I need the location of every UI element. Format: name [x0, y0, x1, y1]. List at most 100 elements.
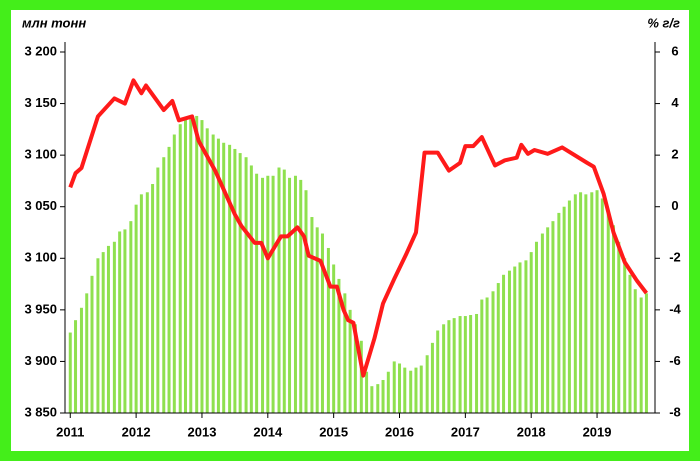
bar	[567, 200, 571, 413]
bar	[623, 258, 627, 413]
x-tick-label: 2012	[122, 424, 151, 439]
bar	[172, 134, 176, 413]
bar	[156, 167, 160, 413]
bar	[238, 153, 242, 413]
bar	[573, 194, 577, 413]
y-tick-label: 3 100	[24, 147, 57, 162]
bar	[320, 233, 324, 413]
y2-tick-label: -2	[669, 250, 681, 265]
bar	[106, 245, 110, 413]
bar	[299, 179, 303, 413]
bar	[343, 293, 347, 413]
bar	[118, 231, 122, 413]
bar	[370, 386, 374, 413]
bar	[167, 146, 171, 414]
bar	[414, 367, 418, 413]
bar	[409, 370, 413, 413]
bar	[644, 293, 648, 413]
y-axis-label: млн тонн	[22, 15, 86, 30]
y2-tick-label: 6	[671, 43, 678, 58]
bar	[282, 169, 286, 413]
y-tick-label: 3 100	[24, 250, 57, 265]
bar	[101, 252, 105, 413]
y-tick-label: 3 850	[24, 404, 57, 419]
bar	[293, 175, 297, 413]
bar	[216, 138, 220, 413]
x-tick-label: 2014	[253, 424, 283, 439]
bar	[628, 274, 632, 413]
bar	[85, 293, 89, 413]
bar	[617, 241, 621, 413]
bar	[540, 233, 544, 413]
bar	[261, 177, 265, 413]
bar	[485, 297, 489, 413]
bar	[162, 157, 166, 413]
bar	[365, 371, 369, 413]
bar	[359, 340, 363, 413]
y2-tick-label: -6	[669, 353, 681, 368]
bar	[205, 128, 209, 413]
bar	[184, 120, 188, 414]
bar	[452, 318, 456, 413]
bar	[557, 212, 561, 413]
line	[68, 78, 649, 378]
y2-tick-label: -8	[669, 404, 681, 419]
bar	[480, 299, 484, 413]
bar	[518, 262, 522, 413]
bar	[524, 260, 528, 413]
bar	[304, 190, 308, 413]
x-tick-label: 2016	[385, 424, 414, 439]
bar	[266, 175, 270, 413]
y-tick-label: 3 200	[24, 43, 57, 58]
bar	[244, 157, 248, 413]
bar	[398, 363, 402, 413]
bar	[534, 241, 538, 413]
bar	[332, 264, 336, 413]
bar	[600, 198, 604, 413]
bar	[612, 225, 616, 413]
x-tick-label: 2011	[56, 424, 84, 439]
bar	[134, 204, 138, 413]
bar	[496, 283, 500, 413]
bar	[436, 330, 440, 413]
bar	[178, 124, 182, 413]
bar	[79, 307, 83, 413]
bar	[507, 270, 511, 413]
bar	[475, 313, 479, 413]
bar	[222, 142, 226, 413]
y-tick-label: 3 900	[24, 353, 57, 368]
bar	[353, 324, 357, 413]
bar	[430, 342, 434, 413]
y2-tick-label: 0	[671, 198, 678, 213]
bar	[513, 266, 517, 413]
y2-axis-label: % г/г	[647, 15, 680, 30]
y2-tick-label: -4	[669, 301, 681, 316]
bar	[68, 332, 72, 413]
bar	[546, 227, 550, 413]
bar	[502, 274, 506, 413]
bar	[584, 194, 588, 413]
bar	[447, 320, 451, 413]
y2-tick-label: 4	[671, 95, 679, 110]
bar	[348, 309, 352, 413]
bar	[145, 192, 149, 413]
y-tick-label: 3 150	[24, 95, 57, 110]
bar	[151, 184, 155, 413]
bar	[579, 192, 583, 413]
bar	[469, 315, 473, 413]
bar	[425, 355, 429, 413]
bar	[491, 291, 495, 413]
bar	[595, 190, 599, 413]
bar	[386, 371, 390, 413]
bar	[277, 167, 281, 413]
bar	[529, 252, 533, 413]
bar	[590, 192, 594, 413]
bar	[458, 316, 462, 413]
bar	[551, 221, 555, 413]
bar	[310, 217, 314, 413]
bar	[376, 384, 380, 413]
bar	[403, 367, 407, 413]
bar	[195, 115, 199, 413]
x-tick-label: 2018	[517, 424, 546, 439]
